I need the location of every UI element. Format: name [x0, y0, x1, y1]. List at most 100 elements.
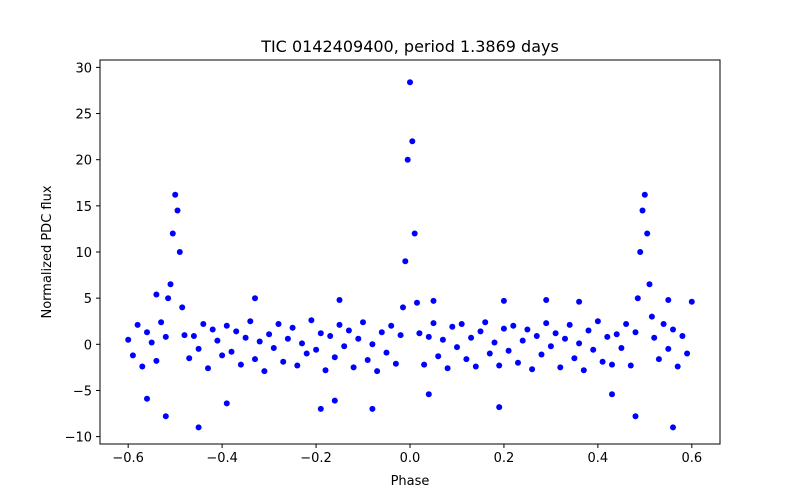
data-point — [266, 331, 273, 338]
data-point — [237, 361, 244, 368]
y-tick-label: 25 — [75, 108, 92, 123]
data-point — [313, 346, 320, 353]
data-point — [176, 249, 183, 255]
data-point — [355, 335, 362, 342]
data-point — [407, 79, 413, 86]
data-point — [670, 424, 676, 431]
data-point — [665, 297, 672, 303]
data-points — [125, 79, 695, 431]
data-point — [604, 333, 611, 340]
data-point — [144, 395, 150, 402]
data-point — [500, 297, 507, 304]
data-point — [590, 346, 597, 353]
data-point — [402, 258, 409, 265]
data-point — [181, 332, 188, 339]
data-point — [322, 367, 329, 374]
data-point — [644, 230, 651, 237]
data-point — [557, 364, 564, 371]
data-point — [566, 321, 573, 328]
data-point — [331, 397, 338, 404]
data-point — [383, 349, 390, 356]
data-point — [505, 347, 512, 354]
y-tick-label: −5 — [73, 384, 92, 399]
data-point — [482, 319, 489, 326]
data-point — [651, 334, 658, 341]
data-point — [162, 333, 169, 340]
data-point — [519, 337, 526, 344]
data-point — [430, 297, 437, 304]
data-point — [252, 356, 258, 363]
data-point — [195, 424, 202, 431]
data-point — [289, 324, 296, 331]
y-tick-label: 10 — [75, 246, 92, 261]
data-point — [369, 341, 376, 348]
data-point — [529, 366, 536, 373]
data-point — [378, 329, 385, 336]
data-point — [533, 333, 540, 339]
data-point — [129, 352, 136, 359]
chart-title: TIC 0142409400, period 1.3869 days — [260, 37, 559, 56]
x-tick-label: 0.4 — [588, 451, 609, 466]
y-tick-label: 0 — [84, 338, 92, 353]
data-point — [641, 191, 648, 198]
data-point — [190, 333, 197, 339]
data-point — [576, 298, 583, 305]
data-point — [491, 339, 498, 346]
data-point — [303, 350, 310, 357]
data-point — [195, 345, 202, 352]
y-tick-label: 30 — [75, 61, 92, 76]
data-point — [552, 330, 559, 337]
data-point — [392, 360, 399, 367]
y-axis-label: Normalized PDC flux — [40, 185, 55, 318]
data-point — [144, 329, 150, 336]
y-axis-ticks: −10 −5 0 5 10 15 20 25 30 — [65, 61, 100, 446]
data-point — [634, 295, 641, 302]
data-point — [425, 333, 432, 340]
data-point — [139, 363, 146, 370]
x-tick-label: −0.4 — [206, 451, 238, 466]
y-tick-label: 20 — [75, 154, 92, 169]
data-point — [632, 413, 639, 420]
data-point — [350, 364, 357, 371]
data-point — [435, 353, 442, 360]
data-point — [665, 345, 672, 352]
data-point — [547, 343, 554, 350]
x-tick-label: 0.6 — [681, 451, 702, 466]
data-point — [444, 365, 451, 372]
data-point — [308, 317, 315, 324]
data-point — [414, 299, 420, 306]
data-point — [341, 343, 348, 350]
data-point — [594, 318, 601, 325]
x-tick-label: 0.0 — [400, 451, 421, 466]
data-point — [468, 334, 475, 341]
data-point — [200, 321, 207, 327]
data-point — [524, 326, 531, 333]
data-point — [543, 297, 550, 303]
data-point — [609, 391, 615, 398]
data-point — [280, 358, 287, 365]
data-point — [562, 335, 568, 342]
data-point — [623, 321, 630, 327]
data-point — [580, 367, 587, 374]
data-point — [627, 362, 634, 369]
data-point — [186, 355, 193, 362]
data-point — [449, 323, 456, 330]
data-point — [463, 356, 470, 363]
x-tick-label: 0.2 — [494, 451, 515, 466]
data-point — [637, 249, 644, 255]
data-point — [543, 320, 550, 327]
data-point — [256, 338, 263, 345]
data-point — [247, 318, 254, 325]
data-point — [421, 361, 428, 368]
y-tick-label: 15 — [75, 200, 92, 215]
data-point — [655, 356, 662, 363]
x-tick-label: −0.2 — [300, 451, 332, 466]
data-point — [486, 350, 493, 357]
data-point — [515, 359, 521, 366]
data-point — [571, 355, 578, 362]
data-point — [496, 362, 503, 369]
data-point — [458, 321, 465, 327]
data-point — [374, 368, 381, 375]
data-point — [174, 207, 181, 214]
data-point — [576, 340, 583, 347]
